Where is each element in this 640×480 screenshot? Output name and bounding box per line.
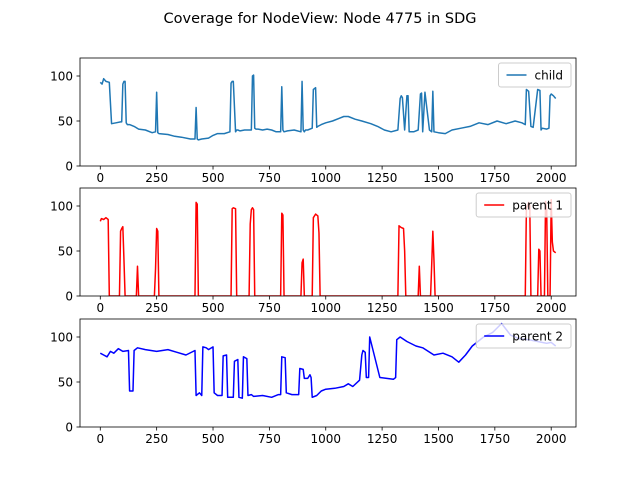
panel-1: 0 250 500 750 1000 1250 1500 1750 2000 0 50 100 chil… (50, 57, 577, 185)
x-tick-label: 1750 (480, 432, 511, 446)
axes-frame (79, 57, 577, 167)
legend-box (498, 62, 572, 88)
legend-box (475, 192, 572, 218)
x-tick-label: 1250 (367, 301, 398, 315)
y-tick-label: 0 (65, 289, 73, 303)
legend-label: parent 1 (512, 198, 563, 212)
x-tick-label: 1500 (423, 432, 454, 446)
panel-2: 0 250 500 750 1000 1250 1500 1750 2000 0 50 100 pare… (50, 187, 577, 315)
legend-label: parent 2 (512, 329, 563, 343)
y-tick-label: 0 (65, 159, 73, 173)
x-tick-label: 1250 (367, 171, 398, 185)
x-tick-label: 2000 (536, 171, 567, 185)
y-tick-label: 100 (50, 199, 73, 213)
x-tick-label: 250 (145, 432, 168, 446)
x-tick-label: 750 (258, 432, 281, 446)
x-tick-label: 1250 (367, 432, 398, 446)
x-tick-label: 1000 (310, 432, 341, 446)
y-tick-label: 0 (65, 420, 73, 434)
x-tick-label: 1000 (310, 301, 341, 315)
series-line-2-1 (99, 198, 557, 296)
x-tick-label: 2000 (536, 301, 567, 315)
figure-title: Coverage for NodeView: Node 4775 in SDG (164, 11, 477, 27)
legend-box (475, 323, 572, 349)
x-tick-label: 2000 (536, 432, 567, 446)
x-tick-label: 1500 (423, 301, 454, 315)
legend: parent 2 (475, 323, 572, 349)
x-tick-label: 0 (96, 171, 104, 185)
x-tick-label: 0 (96, 301, 104, 315)
y-tick-label: 50 (58, 375, 73, 389)
legend-label: child (535, 68, 564, 82)
y-tick-label: 50 (58, 114, 73, 128)
x-tick-label: 500 (202, 432, 225, 446)
y-tick-label: 100 (50, 330, 73, 344)
y-tick-label: 50 (58, 244, 73, 258)
x-tick-label: 0 (96, 432, 104, 446)
series-line-1-1 (99, 74, 557, 141)
x-tick-label: 250 (145, 301, 168, 315)
x-tick-label: 1500 (423, 171, 454, 185)
legend: child (498, 62, 572, 88)
x-tick-label: 750 (258, 171, 281, 185)
axes-frame (79, 318, 577, 428)
axes-frame (79, 187, 577, 297)
panel-3: 0 250 500 750 1000 1250 1500 1750 2000 0 50 100 pare… (50, 318, 577, 446)
legend: parent 1 (475, 192, 572, 218)
x-tick-label: 750 (258, 301, 281, 315)
x-tick-label: 250 (145, 171, 168, 185)
x-tick-label: 1000 (310, 171, 341, 185)
y-tick-label: 100 (50, 69, 73, 83)
x-tick-label: 1750 (480, 171, 511, 185)
series-line-3-1 (99, 322, 557, 399)
x-tick-label: 500 (202, 301, 225, 315)
x-tick-label: 1750 (480, 301, 511, 315)
x-tick-label: 500 (202, 171, 225, 185)
